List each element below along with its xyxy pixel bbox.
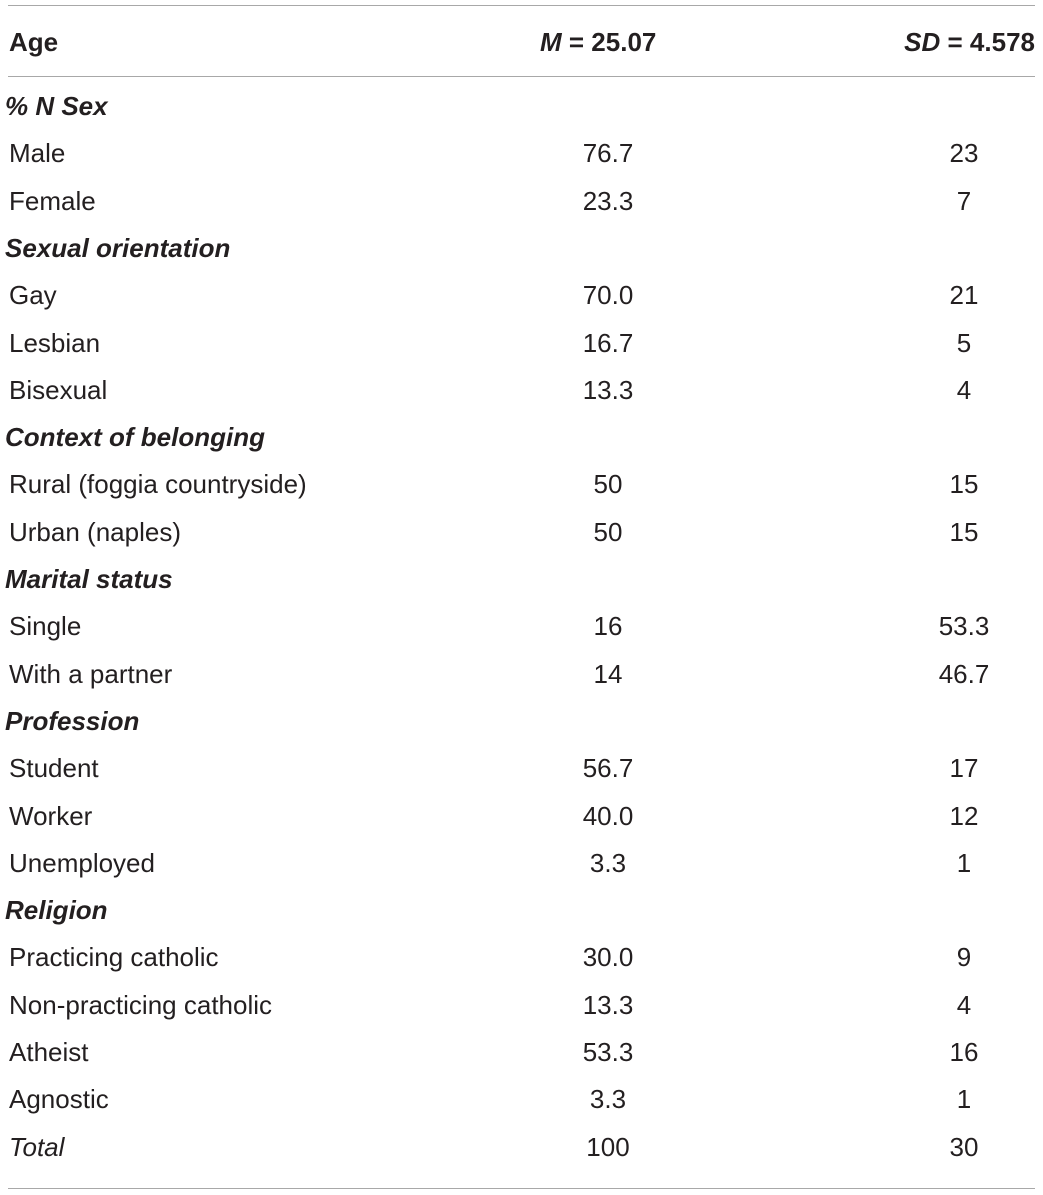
table-row: With a partner 14 46.7 [0, 651, 1043, 698]
section-heading-row: Context of belonging [0, 414, 1043, 461]
row-value-count: 46.7 [938, 658, 990, 689]
row-value-percent: 50 [593, 469, 623, 500]
row-value-percent: 50 [593, 516, 623, 547]
table-row: Single 16 53.3 [0, 603, 1043, 650]
row-value-count: 4 [956, 989, 972, 1020]
row-value-count: 15 [949, 469, 979, 500]
section-heading-row: Profession [0, 698, 1043, 745]
row-label: Practicing catholic [9, 942, 219, 973]
header-mean-value: = 25.07 [561, 27, 657, 57]
table-row: Urban (naples) 50 15 [0, 509, 1043, 556]
row-label: Male [9, 138, 66, 169]
section-heading-row: % N Sex [0, 83, 1043, 130]
row-label: Female [9, 185, 96, 216]
row-value-percent: 40.0 [582, 800, 634, 831]
header-mean-symbol: M [540, 27, 562, 57]
section-heading-row: Sexual orientation [0, 225, 1043, 272]
table-row: Male 76.7 23 [0, 130, 1043, 177]
header-age: Age [9, 27, 59, 57]
row-value-count: 5 [956, 327, 972, 358]
table-bottom-rule [8, 1188, 1035, 1189]
row-value-percent: 13.3 [582, 989, 634, 1020]
section-heading-row: Marital status [0, 556, 1043, 603]
header-sd-value: = 4.578 [940, 27, 1035, 57]
row-value-percent: 56.7 [582, 753, 634, 784]
section-heading-row: Religion [0, 887, 1043, 934]
row-value-count: 53.3 [938, 611, 990, 642]
row-label: Urban (naples) [9, 516, 181, 547]
row-value-percent: 70.0 [582, 280, 634, 311]
row-value-count: 9 [956, 942, 972, 973]
row-value-count: 30 [949, 1131, 979, 1162]
row-label: Lesbian [9, 327, 101, 358]
table-top-rule [8, 5, 1035, 6]
header-mean: M = 25.07 [540, 26, 656, 58]
table-row: Female 23.3 7 [0, 178, 1043, 225]
row-value-count: 21 [949, 280, 979, 311]
row-label: Worker [9, 800, 93, 831]
table-row: Non-practicing catholic 13.3 4 [0, 982, 1043, 1029]
row-value-count: 1 [956, 847, 972, 878]
row-value-percent: 16.7 [582, 327, 634, 358]
row-value-percent: 13.3 [582, 374, 634, 405]
table-row: Rural (foggia countryside) 50 15 [0, 461, 1043, 508]
row-label: Agnostic [9, 1084, 109, 1115]
row-value-percent: 16 [593, 611, 623, 642]
section-label: Religion [5, 895, 108, 926]
row-label: Atheist [9, 1037, 89, 1067]
section-label: Profession [5, 705, 140, 736]
table-row: Agnostic 3.3 1 [0, 1076, 1043, 1123]
table-row: Practicing catholic 30.0 9 [0, 934, 1043, 981]
row-value-count: 1 [956, 1084, 972, 1115]
table-row: Bisexual 13.3 4 [0, 367, 1043, 414]
row-value-percent: 3.3 [589, 847, 627, 878]
row-label: Unemployed [9, 847, 155, 878]
table-header-rule [8, 76, 1035, 77]
table-row: Unemployed 3.3 1 [0, 840, 1043, 887]
row-value-count: 12 [949, 800, 979, 831]
row-label: Non-practicing catholic [9, 989, 273, 1020]
table-header-row: Age M = 25.07 SD = 4.578 [0, 6, 1043, 76]
row-label: Single [9, 611, 82, 642]
row-value-percent: 3.3 [589, 1084, 627, 1115]
section-label: Sexual orientation [5, 232, 231, 263]
row-value-count: 4 [956, 374, 972, 405]
table-row: Atheist 53.3 16 [0, 1029, 1043, 1076]
row-label: With a partner [9, 658, 173, 689]
row-label: Student [9, 753, 99, 784]
row-value-percent: 30.0 [582, 942, 634, 973]
row-value-count: 15 [949, 516, 979, 547]
header-sd-symbol: SD [904, 27, 941, 57]
row-value-count: 16 [949, 1037, 979, 1067]
table-row: Gay 70.0 21 [0, 272, 1043, 319]
header-sd: SD = 4.578 [904, 26, 1035, 58]
section-label: Context of belonging [5, 422, 265, 453]
row-label: Bisexual [9, 374, 108, 405]
row-value-percent: 76.7 [582, 138, 634, 169]
row-value-count: 23 [949, 138, 979, 169]
section-label: % N Sex [5, 91, 108, 121]
section-label: Marital status [5, 564, 173, 594]
table-row: Lesbian 16.7 5 [0, 320, 1043, 367]
row-value-percent: 23.3 [582, 185, 634, 216]
row-value-count: 17 [949, 753, 979, 784]
table-row: Student 56.7 17 [0, 745, 1043, 792]
row-value-percent: 14 [593, 658, 623, 689]
row-value-percent: 53.3 [582, 1037, 634, 1067]
row-label: Gay [9, 280, 57, 311]
row-label: Total [9, 1131, 65, 1162]
row-value-count: 7 [956, 185, 972, 216]
row-label: Rural (foggia countryside) [9, 469, 307, 500]
total-row: Total 100 30 [0, 1124, 1043, 1171]
table-row: Worker 40.0 12 [0, 793, 1043, 840]
row-value-percent: 100 [586, 1131, 630, 1162]
